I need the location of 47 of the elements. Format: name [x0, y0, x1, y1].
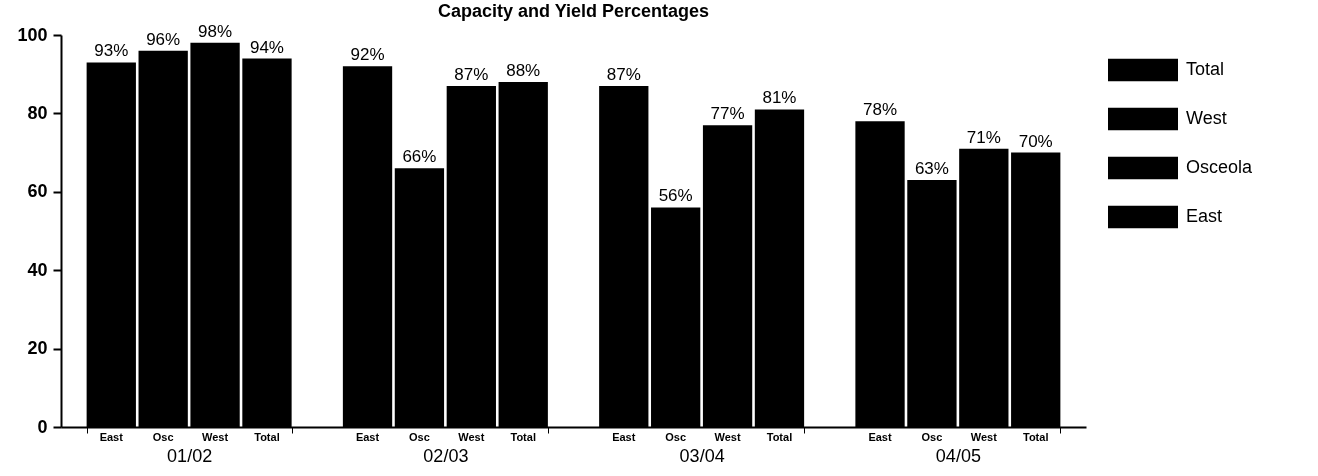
- data-label: 87%: [454, 64, 489, 84]
- x-tick-label: 02/03: [423, 445, 469, 466]
- text: West: [970, 431, 998, 443]
- data-label: 56%: [658, 186, 693, 206]
- data-label: 63%: [914, 159, 949, 179]
- text: Osc: [921, 431, 943, 443]
- data-label: 77%: [710, 104, 745, 124]
- legend-label: East: [1186, 206, 1223, 226]
- data-label: 98%: [198, 21, 233, 41]
- text: Total: [510, 431, 536, 443]
- data-label: 93%: [94, 41, 129, 61]
- legend-label: Osceola: [1186, 157, 1254, 177]
- data-label: 88%: [506, 61, 541, 81]
- text: East: [355, 431, 380, 443]
- text: East: [99, 431, 124, 443]
- data-label: 81%: [762, 88, 797, 108]
- text: Osc: [152, 431, 174, 443]
- text: Total: [254, 431, 280, 443]
- y-tick-label: 60: [27, 181, 48, 202]
- text: West: [458, 431, 485, 443]
- text: Osc: [665, 431, 687, 443]
- data-label: 66%: [402, 147, 437, 167]
- y-tick-label: 80: [27, 102, 48, 123]
- y-tick-label: 100: [17, 24, 48, 45]
- y-tick-label: 0: [37, 416, 48, 437]
- x-tick-label: 01/02: [167, 445, 213, 466]
- y-tick-label: 40: [27, 259, 48, 280]
- text: West: [714, 431, 741, 443]
- text: Total: [1022, 431, 1049, 443]
- text: West: [202, 431, 229, 443]
- text: Total: [766, 431, 793, 443]
- data-label: 87%: [606, 64, 641, 84]
- x-tick-label: 03/04: [679, 445, 725, 466]
- data-label: 71%: [966, 127, 1001, 147]
- data-label: 94%: [249, 37, 284, 57]
- x-tick-label: 04/05: [935, 445, 981, 466]
- chart-title: Capacity and Yield Percentages: [437, 0, 710, 21]
- text: East: [868, 431, 892, 443]
- legend-label: Total: [1186, 59, 1225, 79]
- text: Osc: [409, 431, 430, 443]
- data-label: 96%: [146, 29, 181, 49]
- text: East: [612, 431, 636, 443]
- y-tick-label: 20: [27, 338, 48, 359]
- data-label: 92%: [350, 45, 385, 65]
- data-label: 78%: [863, 100, 898, 120]
- legend-label: West: [1186, 108, 1227, 128]
- data-label: 70%: [1018, 131, 1053, 151]
